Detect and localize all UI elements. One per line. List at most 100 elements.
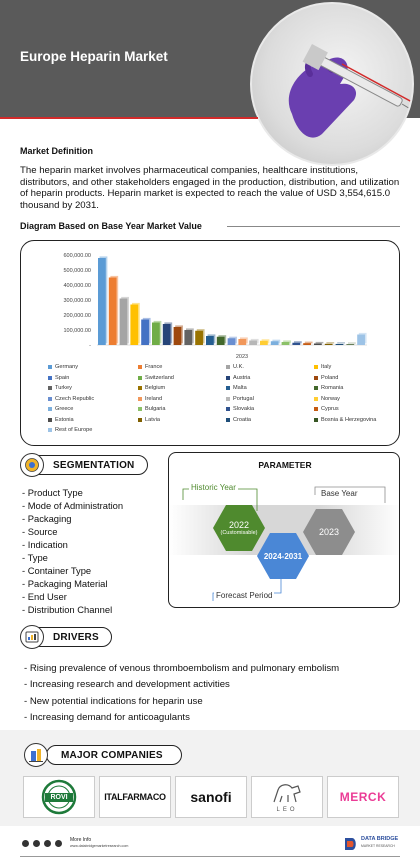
segmentation-label: SEGMENTATION	[53, 459, 135, 471]
y-tick-label: 500,000.00	[63, 268, 91, 274]
bar	[281, 342, 290, 345]
base-year-value: 2023	[318, 527, 340, 537]
forecast-period-label: Forecast Period	[214, 591, 275, 600]
facebook-icon[interactable]	[33, 840, 40, 847]
more-info-label: More Info	[70, 837, 92, 843]
social-icon-1[interactable]	[22, 840, 29, 847]
legend-item: Ireland	[138, 396, 162, 402]
legend-item: Czech Republic	[48, 396, 94, 402]
legend-swatch	[226, 386, 230, 390]
legend-swatch	[48, 365, 52, 369]
legend-item: Greece	[48, 406, 73, 412]
segmentation-item: Product Type	[22, 486, 123, 499]
bar-depth	[315, 341, 324, 344]
logo-rovi: ROVI	[23, 776, 95, 818]
legend-swatch	[314, 396, 318, 401]
legend-item: Switzerland	[138, 375, 174, 381]
driver-item: Increasing research and development acti…	[24, 677, 339, 693]
historic-year-hex: 2022 (Customisable)	[213, 505, 265, 551]
rovi-logo-icon	[41, 779, 77, 815]
historic-year-note: (Customisable)	[220, 530, 258, 536]
syringe-icon	[288, 44, 412, 138]
legend-swatch	[138, 396, 142, 401]
bar	[238, 339, 247, 345]
legend-label: France	[145, 364, 163, 370]
y-tick-label: 600,000.00	[63, 253, 91, 259]
legend-label: Czech Republic	[55, 395, 95, 402]
legend-swatch	[314, 386, 318, 390]
legend-label: Switzerland	[145, 374, 174, 381]
forecast-period-hex: 2024-2031	[257, 533, 309, 579]
legend-label: Cyprus	[321, 406, 339, 412]
segmentation-item: Packaging Material	[22, 577, 123, 590]
legend-item: Malta	[226, 385, 247, 391]
segmentation-item: Source	[22, 525, 123, 538]
legend-item: U.K.	[226, 364, 244, 370]
parameter-panel: PARAMETER Historic Year Base Year Foreca…	[168, 452, 400, 608]
driver-item: New potential indications for heparin us…	[24, 694, 339, 710]
bar-depth	[348, 342, 356, 344]
legend-swatch	[314, 375, 318, 380]
instagram-icon[interactable]	[55, 840, 62, 847]
logo-sanofi: sanofi	[175, 776, 247, 818]
bar	[173, 327, 182, 345]
bar	[98, 258, 106, 345]
legend-label: Italy	[321, 364, 332, 370]
segmentation-item: Distribution Channel	[22, 603, 123, 616]
legend-label: Greece	[55, 406, 74, 412]
bar	[206, 336, 214, 345]
bar	[270, 341, 279, 345]
legend-swatch	[226, 407, 230, 411]
legend-swatch	[138, 375, 142, 380]
bar	[346, 344, 355, 345]
legend-label: Croatia	[233, 416, 252, 423]
lion-logo-icon	[273, 784, 301, 803]
legend-label: Romania	[321, 385, 344, 391]
legend-label: Austria	[233, 374, 251, 381]
legend-swatch	[48, 428, 52, 432]
bar	[249, 340, 257, 345]
y-tick-label: -	[89, 343, 91, 349]
footer-divider	[20, 856, 400, 857]
bar	[260, 340, 268, 345]
companies-icon	[24, 743, 48, 767]
legend-item: Belgium	[138, 385, 165, 391]
social-icons	[22, 840, 62, 847]
bar	[162, 324, 171, 345]
legend-item: Italy	[314, 364, 331, 370]
legend-label: Norway	[321, 395, 340, 402]
databridge-logo-icon	[345, 838, 356, 850]
legend-item: Latvia	[138, 417, 160, 423]
legend-item: Cyprus	[314, 406, 339, 412]
legend-swatch	[314, 365, 318, 369]
legend-item: Austria	[226, 375, 250, 381]
y-tick-label: 400,000.00	[63, 283, 91, 289]
italfarmaco-logo-text: ITALFARMACO	[104, 792, 166, 802]
bar-depth	[294, 341, 302, 344]
legend-item: Norway	[314, 396, 340, 402]
legend-swatch	[138, 417, 142, 422]
legend-item: Spain	[48, 375, 69, 381]
rovi-logo-text: ROVI	[50, 794, 68, 801]
legend-swatch	[48, 375, 52, 380]
legend-item: Turkey	[48, 385, 72, 391]
segmentation-item: Type	[22, 551, 123, 564]
legend-label: Slovakia	[233, 406, 255, 412]
leo-logo-text: LEO	[276, 807, 298, 813]
legend-swatch	[226, 365, 230, 369]
twitter-icon[interactable]	[44, 840, 51, 847]
legend-item: Germany	[48, 364, 78, 370]
website-link[interactable]: www.databridgemarketresearch.com	[70, 844, 129, 848]
page-title: Europe Heparin Market	[20, 49, 168, 64]
legend-item: France	[138, 364, 162, 370]
legend-label: Belgium	[145, 385, 166, 391]
parameter-title: PARAMETER	[258, 460, 312, 470]
legend-item: Bulgaria	[138, 406, 166, 412]
segmentation-item: Container Type	[22, 564, 123, 577]
drivers-label: DRIVERS	[53, 631, 99, 643]
legend-label: Turkey	[55, 385, 72, 391]
legend-label: Ireland	[145, 395, 163, 402]
legend-swatch	[314, 417, 318, 422]
bar	[119, 298, 128, 345]
legend-label: Latvia	[145, 416, 160, 423]
